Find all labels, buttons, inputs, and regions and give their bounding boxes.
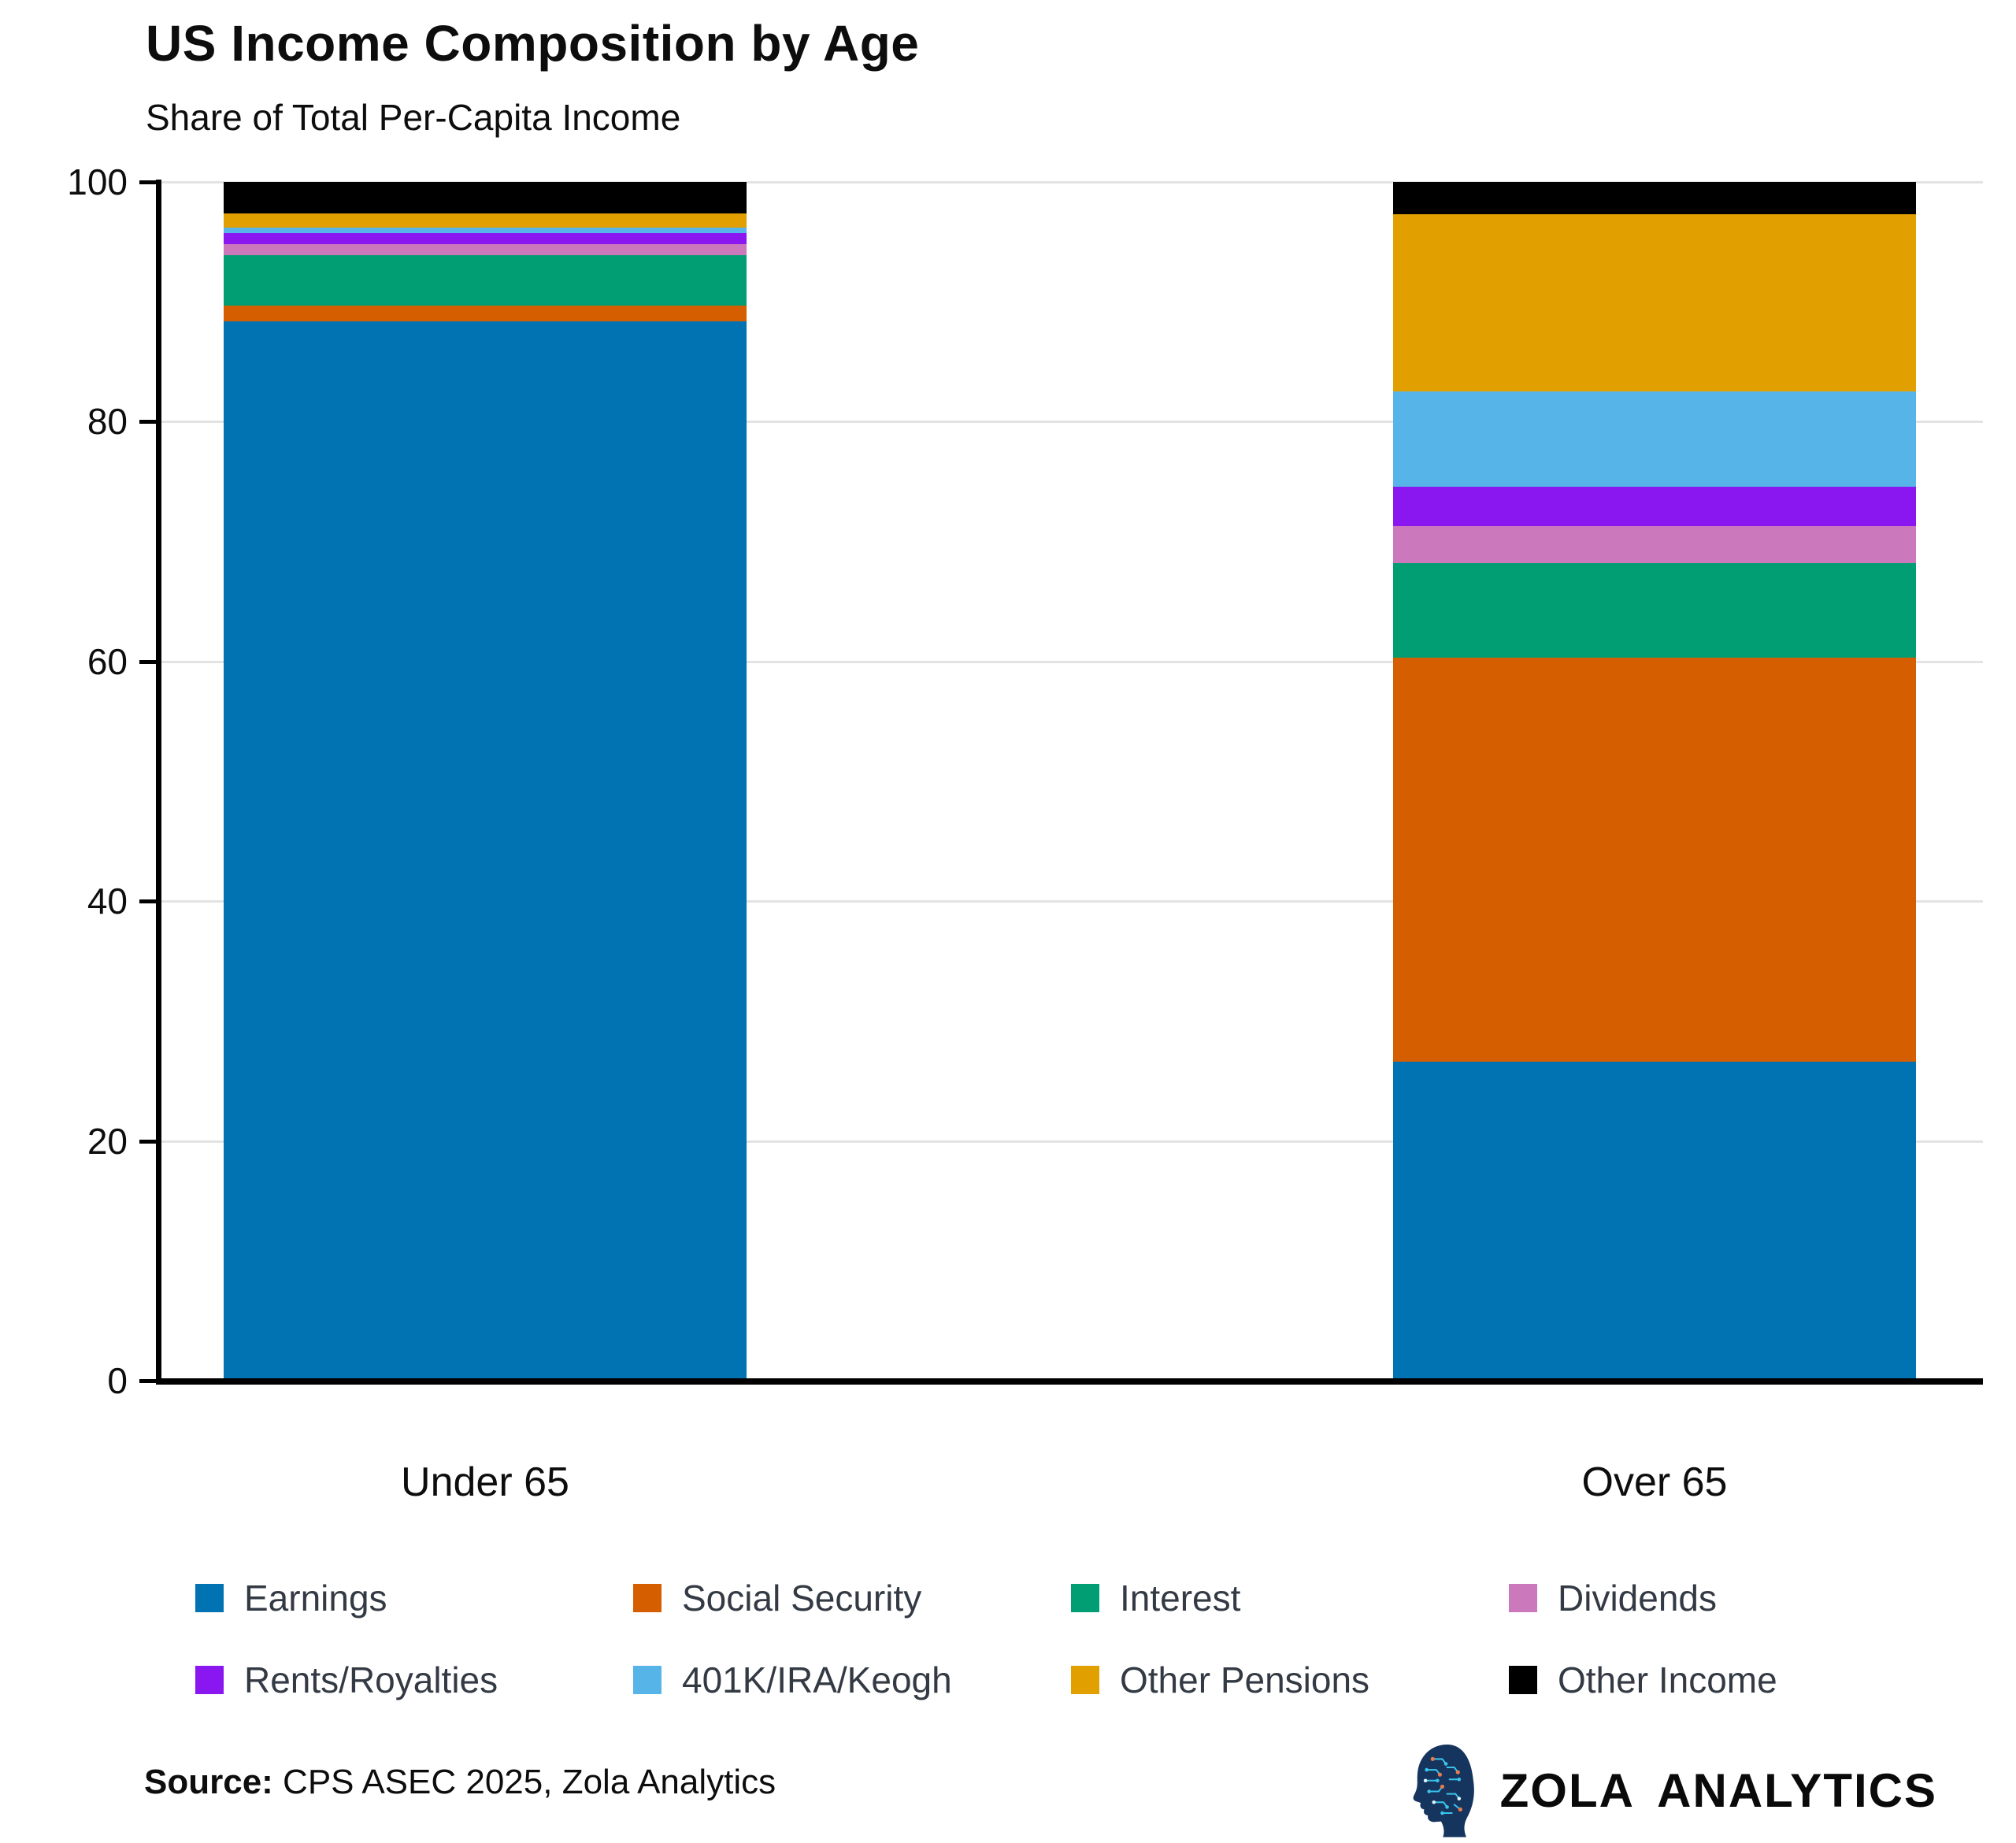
bar-segment-under-65-earnings: [224, 321, 747, 1381]
gridline-100: [156, 181, 1983, 184]
y-tick-label-100: 100: [67, 161, 128, 202]
x-axis-spine: [156, 1378, 1983, 1385]
page-subtitle: Share of Total Per-Capita Income: [146, 97, 681, 138]
legend-item-interest: Interest: [1071, 1578, 1509, 1619]
y-tick-label-20: 20: [87, 1121, 128, 1162]
legend-item-dividends: Dividends: [1509, 1578, 1947, 1619]
bar-segment-under-65-other-pensions: [224, 213, 747, 228]
y-tick-mark-80: [139, 420, 156, 424]
gridline-60: [156, 661, 1983, 663]
legend-item-social-security: Social Security: [633, 1578, 1071, 1619]
legend-swatch-401k-ira-keogh: [633, 1666, 662, 1694]
bar-segment-under-65-401k-ira-keogh: [224, 228, 747, 233]
y-tick-mark-20: [139, 1140, 156, 1144]
y-tick-mark-40: [139, 899, 156, 903]
bar-segment-under-65-other-income: [224, 182, 747, 213]
gridline-20: [156, 1140, 1983, 1143]
y-tick-label-40: 40: [87, 881, 128, 922]
bar-segment-over-65-earnings: [1393, 1062, 1916, 1381]
category-label-under-65: Under 65: [401, 1459, 569, 1505]
legend-swatch-rents-royalties: [195, 1666, 224, 1694]
bar-segment-over-65-other-income: [1393, 182, 1916, 214]
bar-segment-over-65-social-security: [1393, 658, 1916, 1062]
legend-item-401k-ira-keogh: 401K/IRA/Keogh: [633, 1659, 1071, 1700]
source-label: Source:: [144, 1763, 273, 1801]
bar-segment-under-65-rents-royalties: [224, 233, 747, 244]
legend-label-earnings: Earnings: [244, 1578, 387, 1619]
y-tick-mark-100: [139, 180, 156, 184]
bar-segment-over-65-401k-ira-keogh: [1393, 391, 1916, 487]
y-axis-spine: [156, 180, 161, 1385]
legend-label-rents-royalties: Rents/Royalties: [244, 1659, 498, 1700]
bar-segment-over-65-interest: [1393, 563, 1916, 658]
legend-item-rents-royalties: Rents/Royalties: [195, 1659, 633, 1700]
legend-swatch-other-pensions: [1071, 1666, 1099, 1694]
y-tick-mark-0: [139, 1379, 156, 1383]
y-tick-label-80: 80: [87, 401, 128, 442]
legend-swatch-other-income: [1509, 1666, 1537, 1694]
legend-item-other-pensions: Other Pensions: [1071, 1659, 1509, 1700]
brain-circuit-head-icon: [1407, 1742, 1480, 1838]
y-tick-mark-60: [139, 660, 156, 664]
gridline-80: [156, 421, 1983, 423]
brand-name: ZOLA ANALYTICS: [1499, 1763, 1937, 1817]
legend-label-other-income: Other Income: [1558, 1659, 1777, 1700]
legend-item-earnings: Earnings: [195, 1578, 633, 1619]
legend-label-interest: Interest: [1120, 1578, 1241, 1619]
bar-segment-over-65-other-pensions: [1393, 214, 1916, 391]
gridline-40: [156, 900, 1983, 903]
y-tick-label-0: 0: [107, 1360, 128, 1401]
legend-item-other-income: Other Income: [1509, 1659, 1947, 1700]
y-tick-label-60: 60: [87, 641, 128, 682]
chart-legend: Earnings Social Security Interest Dividends…: [195, 1578, 1947, 1700]
category-label-over-65: Over 65: [1581, 1459, 1728, 1505]
legend-swatch-dividends: [1509, 1584, 1537, 1612]
bar-segment-under-65-dividends: [224, 244, 747, 255]
zola-logo: ZOLA ANALYTICS: [1407, 1742, 1937, 1838]
page-title: US Income Composition by Age: [146, 15, 920, 72]
bar-segment-under-65-social-security: [224, 306, 747, 321]
bar-segment-under-65-interest: [224, 255, 747, 306]
bar-segment-over-65-rents-royalties: [1393, 487, 1916, 526]
legend-label-social-security: Social Security: [682, 1578, 922, 1619]
legend-swatch-earnings: [195, 1584, 224, 1612]
legend-swatch-social-security: [633, 1584, 662, 1612]
legend-label-other-pensions: Other Pensions: [1120, 1659, 1370, 1700]
source-note: Source: CPS ASEC 2025, Zola Analytics: [144, 1763, 776, 1802]
source-text: CPS ASEC 2025, Zola Analytics: [272, 1763, 776, 1801]
legend-label-401k-ira-keogh: 401K/IRA/Keogh: [682, 1659, 952, 1700]
legend-swatch-interest: [1071, 1584, 1099, 1612]
legend-label-dividends: Dividends: [1558, 1578, 1717, 1619]
bar-segment-over-65-dividends: [1393, 526, 1916, 563]
